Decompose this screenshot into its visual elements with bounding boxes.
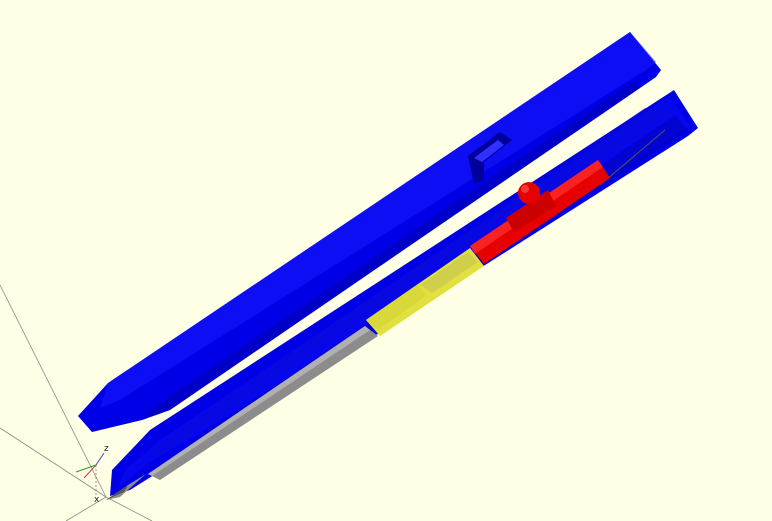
axis-gizmo: z x bbox=[75, 444, 109, 505]
outer-shell bbox=[78, 32, 661, 432]
axis-guide-lines bbox=[0, 284, 153, 521]
x-axis-label: x bbox=[94, 495, 100, 505]
ink-section bbox=[366, 248, 484, 336]
push-button-knob bbox=[518, 182, 540, 204]
z-axis-label: z bbox=[104, 444, 109, 454]
x-axis bbox=[83, 464, 97, 479]
refill-tube bbox=[106, 129, 666, 500]
y-axis bbox=[75, 464, 97, 473]
z-axis bbox=[95, 452, 105, 466]
push-mechanism bbox=[470, 160, 610, 264]
